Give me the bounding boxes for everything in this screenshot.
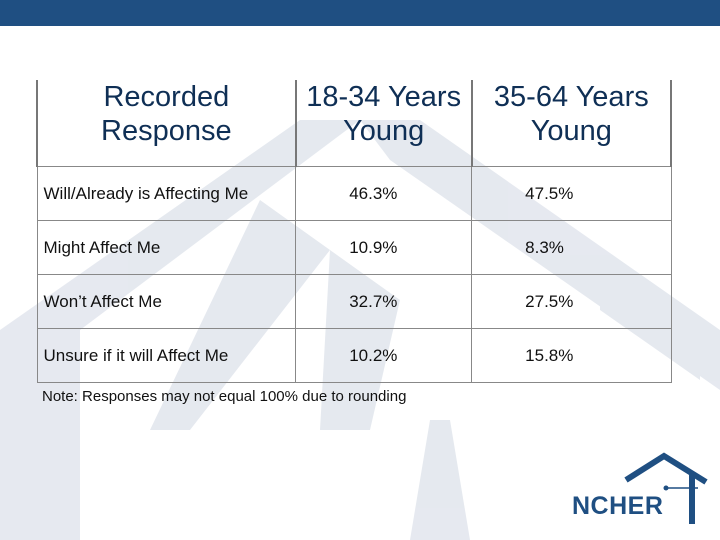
footnote: Note: Responses may not equal 100% due t… (42, 388, 407, 405)
table-header-row: Recorded Response 18-34 Years Young 35-6… (36, 80, 673, 167)
value-35-64: 47.5% (471, 166, 672, 221)
value-18-34: 10.9% (295, 220, 473, 275)
ncher-logo: NCHER (566, 450, 712, 532)
table-row: Will/Already is Affecting Me 46.3% 47.5% (36, 166, 672, 221)
row-label: Won’t Affect Me (36, 274, 297, 329)
value-18-34: 46.3% (295, 166, 473, 221)
survey-results-table: Recorded Response 18-34 Years Young 35-6… (36, 80, 673, 383)
row-label: Unsure if it will Affect Me (36, 328, 297, 383)
house-roof-icon (624, 452, 708, 524)
column-header-18-34: 18-34 Years Young (294, 80, 472, 167)
column-header-35-64: 35-64 Years Young (470, 80, 673, 167)
value-35-64: 15.8% (471, 328, 672, 383)
table-row: Might Affect Me 10.9% 8.3% (36, 220, 672, 275)
table-row: Won’t Affect Me 32.7% 27.5% (36, 274, 672, 329)
value-18-34: 32.7% (295, 274, 473, 329)
value-35-64: 27.5% (471, 274, 672, 329)
value-18-34: 10.2% (295, 328, 473, 383)
logo-text: NCHER (572, 492, 664, 520)
column-header-recorded-response: Recorded Response (36, 80, 296, 167)
row-label: Might Affect Me (36, 220, 297, 275)
table-row: Unsure if it will Affect Me 10.2% 15.8% (36, 328, 672, 383)
row-label: Will/Already is Affecting Me (36, 166, 297, 221)
value-35-64: 8.3% (471, 220, 672, 275)
top-bar (0, 0, 720, 26)
